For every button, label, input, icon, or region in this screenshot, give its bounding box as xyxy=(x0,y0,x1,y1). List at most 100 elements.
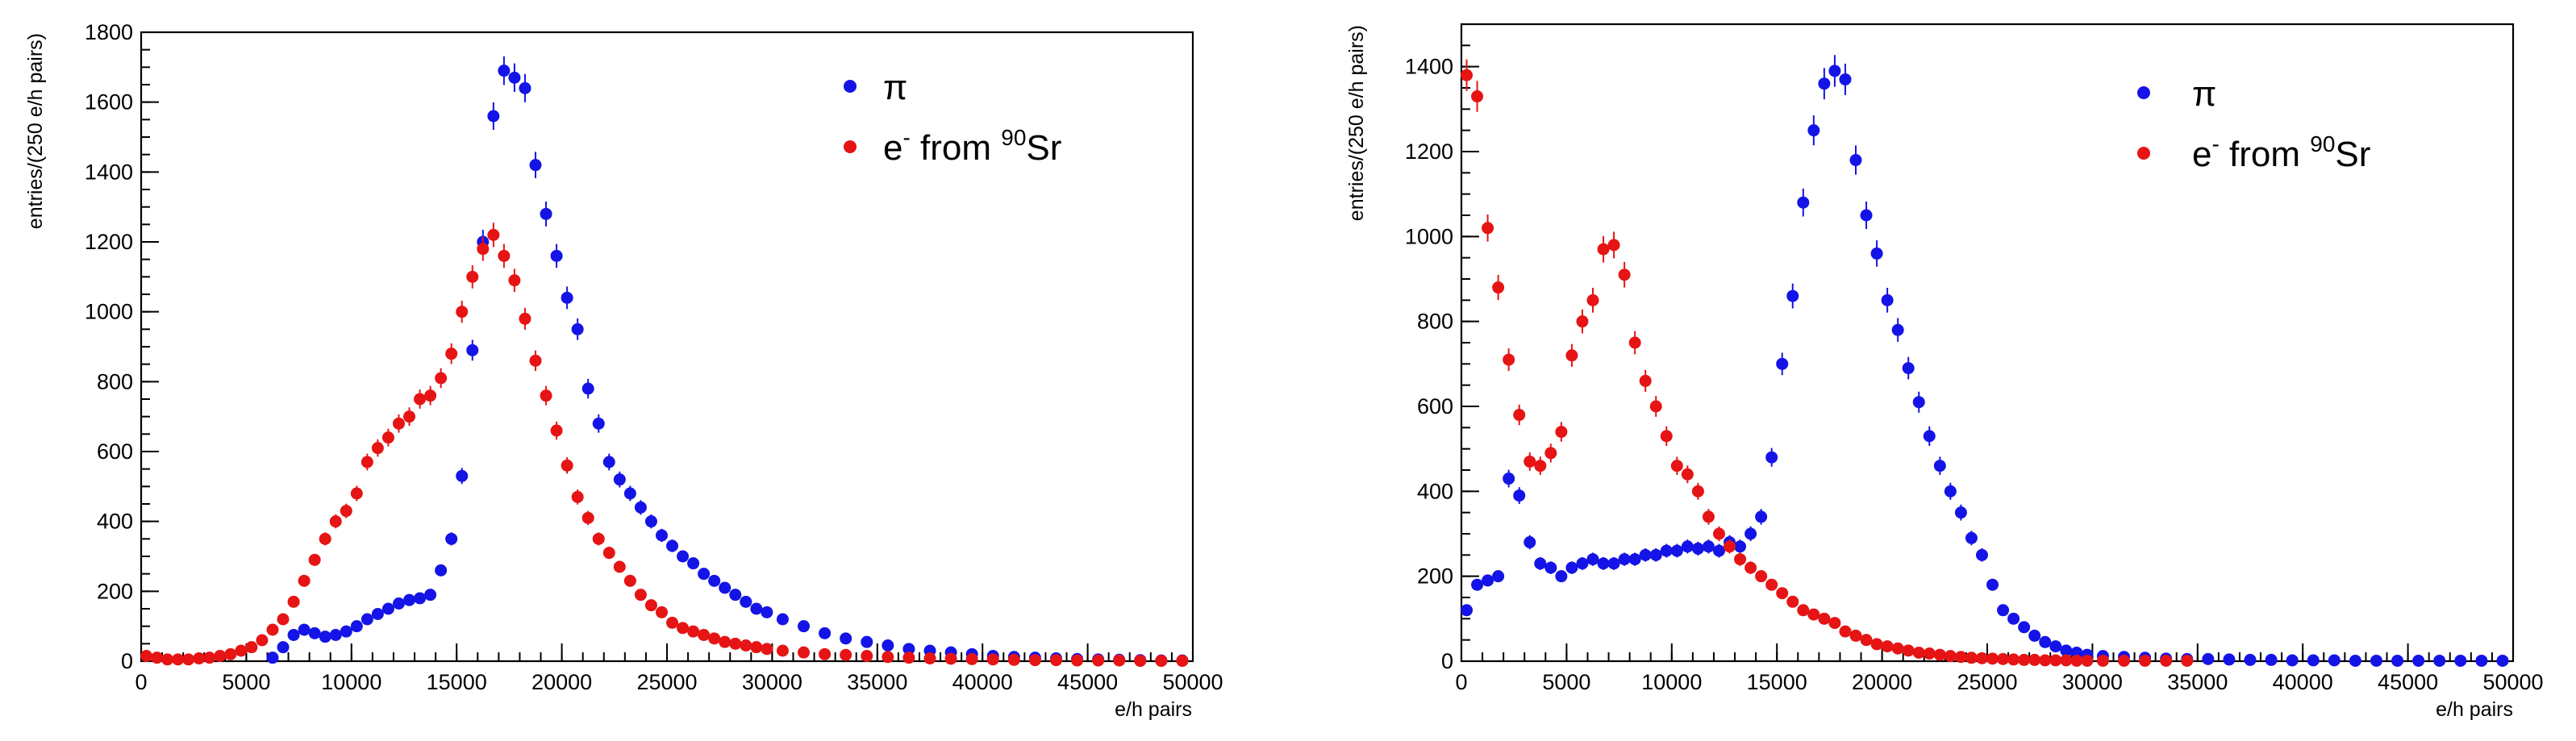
left-electron-point xyxy=(592,532,605,545)
right-pi-point xyxy=(2060,644,2073,657)
right-y-tick-label: 1200 xyxy=(1405,139,1453,164)
right-electron-point xyxy=(1839,625,1852,638)
right-pi-point xyxy=(1923,430,1936,443)
right-electron-point xyxy=(1639,374,1652,387)
right-x-tick-label: 30000 xyxy=(2062,670,2123,694)
left-electron-point xyxy=(329,515,342,528)
left-pi-point xyxy=(561,291,573,304)
left-legend-pi-marker xyxy=(844,80,857,93)
left-data-points xyxy=(140,56,1189,668)
left-electron-point xyxy=(819,647,832,660)
right-pi-point xyxy=(1503,472,1515,485)
right-electron-point xyxy=(1828,617,1841,630)
right-pi-point xyxy=(2028,629,2041,642)
left-electron-point xyxy=(602,547,615,560)
left-pi-point xyxy=(581,382,594,395)
right-electron-point xyxy=(1975,651,1988,664)
right-x-tick-label: 35000 xyxy=(2167,670,2228,694)
right-electron-point xyxy=(1618,269,1631,281)
right-electron-point xyxy=(1576,315,1589,328)
right-electron-point xyxy=(2070,654,2083,667)
left-pi-point xyxy=(445,532,458,545)
right-electron-point xyxy=(1702,510,1715,523)
left-pi-point xyxy=(687,557,700,570)
right-pi-point xyxy=(2391,654,2404,667)
right-pi-point xyxy=(1997,604,2010,617)
right-pi-point xyxy=(1586,553,1599,566)
left-pi-point xyxy=(840,632,852,645)
left-pi-point xyxy=(623,487,636,500)
left-pi-point xyxy=(298,623,311,636)
right-pi-point xyxy=(1681,540,1694,553)
right-pi-point xyxy=(1628,553,1641,566)
right-x-tick-label: 15000 xyxy=(1747,670,1807,694)
left-electron-point xyxy=(498,249,511,262)
left-electron-point xyxy=(623,574,636,587)
left-electron-point xyxy=(319,532,331,545)
left-electron-point xyxy=(424,389,437,402)
left-electron-point xyxy=(403,410,416,423)
left-y-tick-label: 1000 xyxy=(85,300,133,324)
left-electron-point xyxy=(466,270,479,283)
right-electron-point xyxy=(1628,336,1641,349)
left-pi-point xyxy=(529,159,542,172)
left-pi-point xyxy=(508,71,521,84)
right-pi-point xyxy=(2475,654,2488,667)
left-electron-point xyxy=(1049,654,1062,667)
left-electron-point xyxy=(708,632,721,645)
left-pi-point xyxy=(287,629,300,641)
right-electron-point xyxy=(1597,243,1610,256)
left-pi-point xyxy=(571,323,584,335)
right-pi-point xyxy=(2049,640,2062,653)
left-pi-point xyxy=(266,651,279,664)
right-legend-electron-marker xyxy=(2137,147,2150,160)
left-pi-point xyxy=(902,643,915,656)
left-electron-point xyxy=(445,348,458,360)
left-y-tick-label: 1800 xyxy=(85,20,133,44)
right-pi-point xyxy=(1555,570,1568,583)
left-x-tick-label: 15000 xyxy=(427,670,487,694)
right-electron-point xyxy=(1849,629,1862,642)
left-electron-point xyxy=(1134,655,1147,668)
left-pi-point xyxy=(424,589,437,602)
right-pi-point xyxy=(2433,654,2446,667)
right-x-tick-label: 45000 xyxy=(2378,670,2438,694)
left-pi-point xyxy=(414,592,427,605)
right-pi-point xyxy=(1860,209,1873,222)
left-pi-point xyxy=(861,635,873,648)
right-pi-point xyxy=(1786,289,1799,302)
left-x-tick-label: 30000 xyxy=(742,670,802,694)
right-pi-point xyxy=(1776,357,1789,370)
left-electron-point xyxy=(944,652,957,665)
right-pi-point xyxy=(1807,124,1820,137)
right-pi-point xyxy=(1649,548,1662,561)
right-y-tick-label: 1400 xyxy=(1405,55,1453,79)
left-electron-point xyxy=(308,553,321,566)
left-electron-point xyxy=(729,637,742,650)
left-electron-point xyxy=(655,606,668,618)
left-electron-point xyxy=(371,442,384,455)
left-pi-point xyxy=(677,550,690,563)
left-electron-point xyxy=(298,574,311,587)
left-electron-point xyxy=(224,647,237,660)
left-electron-point xyxy=(456,306,469,318)
right-pi-point xyxy=(2265,653,2278,666)
right-electron-point xyxy=(1492,281,1505,294)
right-electron-point xyxy=(1734,553,1747,566)
left-pi-point xyxy=(602,456,615,468)
left-pi-point xyxy=(750,602,763,615)
right-pi-point xyxy=(1912,396,1925,409)
left-electron-point xyxy=(193,652,206,665)
right-electron-point xyxy=(1691,485,1704,497)
left-electron-point xyxy=(540,389,552,402)
right-y-axis-title: entries/(250 e/h pairs) xyxy=(1345,25,1368,221)
left-electron-point xyxy=(487,228,500,241)
right-pi-point xyxy=(1975,548,1988,561)
right-electron-point xyxy=(1902,644,1915,657)
right-electron-point xyxy=(1565,349,1578,362)
left-electron-point xyxy=(923,652,936,665)
left-electron-point xyxy=(340,505,352,518)
left-electron-point xyxy=(266,623,279,636)
left-pi-point xyxy=(798,620,811,633)
left-pi-point xyxy=(381,602,394,615)
